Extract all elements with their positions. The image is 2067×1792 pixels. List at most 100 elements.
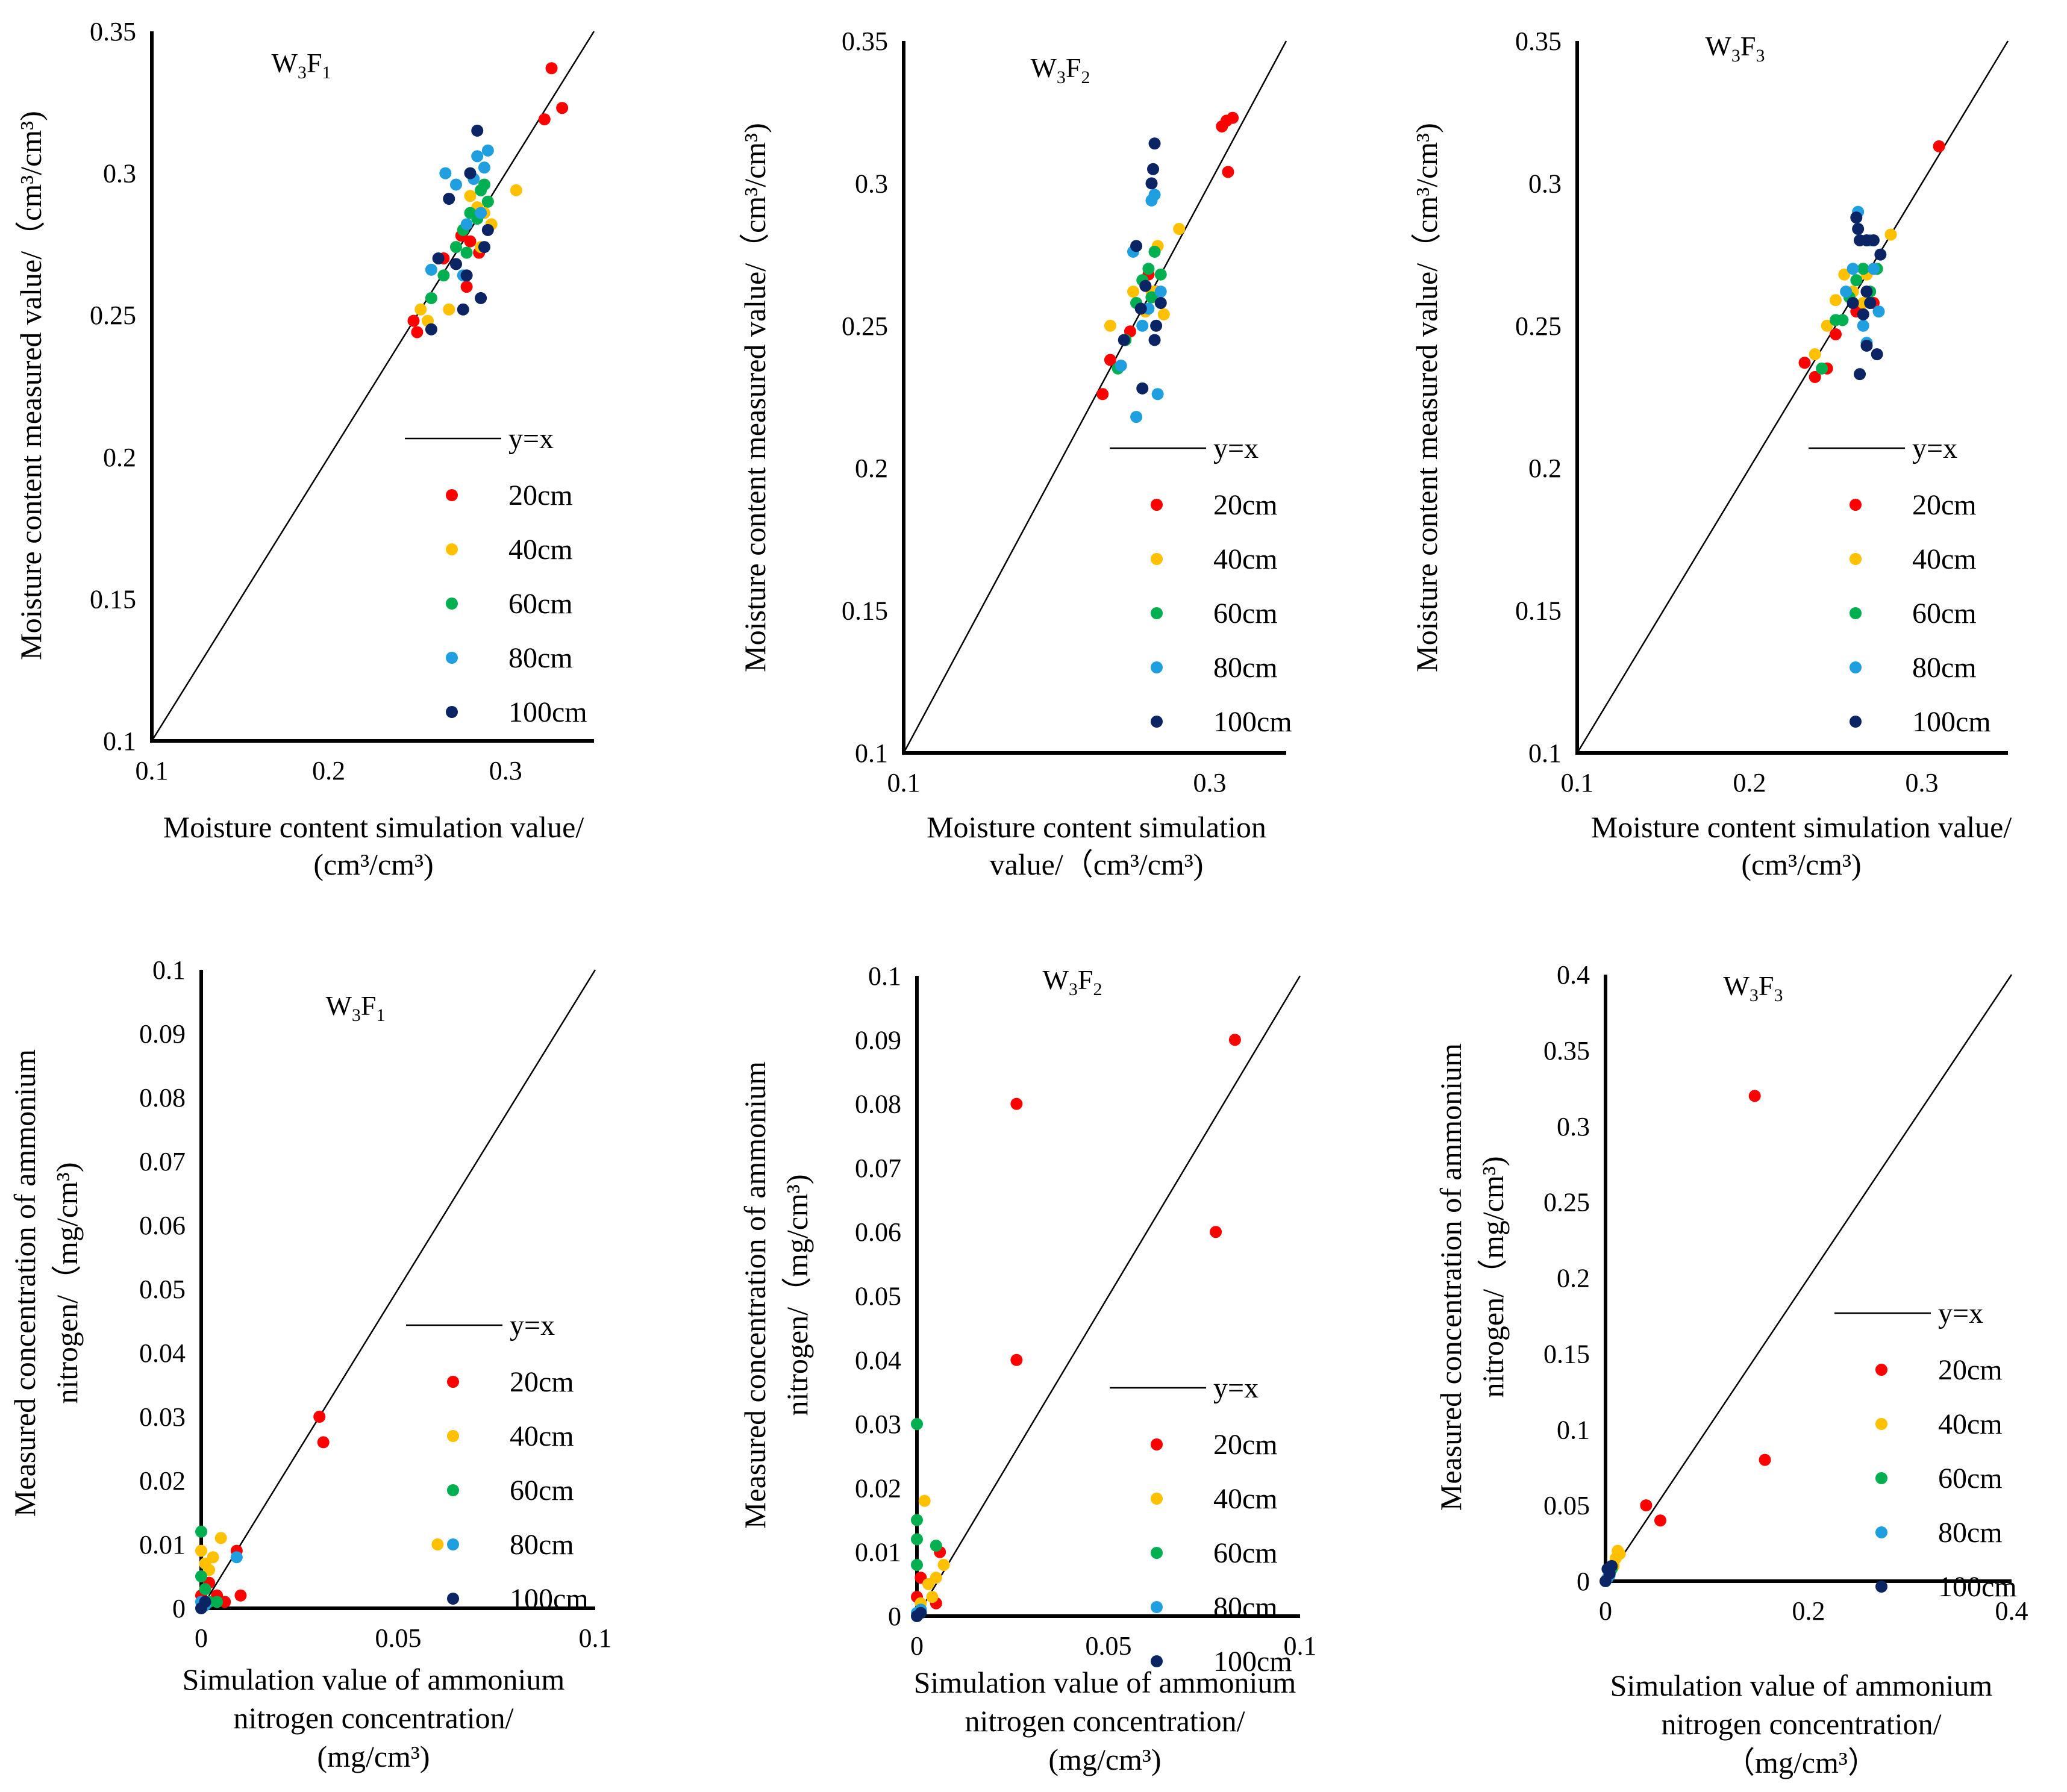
data-point bbox=[510, 184, 522, 196]
data-point bbox=[317, 1436, 330, 1449]
x-tick-label: 0 bbox=[195, 1623, 208, 1653]
legend-marker bbox=[1151, 499, 1163, 511]
data-point bbox=[1798, 357, 1811, 369]
data-point bbox=[1836, 314, 1849, 326]
series-100cm bbox=[911, 1606, 927, 1622]
legend-label: 80cm bbox=[508, 642, 573, 674]
legend-marker bbox=[1151, 1655, 1163, 1667]
y-tick-label: 0.07 bbox=[855, 1154, 901, 1183]
data-point bbox=[481, 195, 494, 208]
legend-marker bbox=[1151, 661, 1163, 673]
y-tick-label: 0.15 bbox=[1515, 596, 1562, 626]
y-tick-label: 0.35 bbox=[1515, 27, 1562, 56]
data-point bbox=[937, 1558, 950, 1571]
x-tick-label: 0.2 bbox=[1792, 1596, 1825, 1626]
legend-marker bbox=[1875, 1581, 1887, 1593]
series-100cm bbox=[1600, 1559, 1618, 1587]
x-tick-label: 0.2 bbox=[1733, 768, 1766, 798]
legend-label: y=x bbox=[510, 1310, 555, 1341]
data-point bbox=[425, 263, 437, 276]
x-axis-label: nitrogen concentration/ bbox=[965, 1704, 1245, 1738]
y-tick-label: 0.2 bbox=[103, 443, 136, 472]
y-axis-label: Moisture content measured value/（cm³/cm³… bbox=[14, 111, 48, 660]
series-20cm bbox=[1096, 111, 1239, 401]
data-point bbox=[1840, 286, 1853, 298]
legend-label: 100cm bbox=[1938, 1571, 2017, 1603]
data-point bbox=[1748, 1090, 1761, 1102]
legend-marker bbox=[446, 543, 458, 555]
data-point bbox=[1759, 1453, 1771, 1466]
legend-marker bbox=[1875, 1364, 1887, 1376]
data-point bbox=[1222, 166, 1234, 178]
y-axis-label-group: Measured concentration of ammonium nitrog… bbox=[738, 1061, 814, 1529]
data-point bbox=[478, 241, 490, 254]
data-point bbox=[1148, 245, 1161, 258]
legend-label: y=x bbox=[508, 423, 554, 455]
chart-panel-3: 0.1 0.15 0.2 0.25 0.3 0.35 0.1 0.2 0.3 W3F3 Moistu… bbox=[1410, 27, 2012, 881]
data-point bbox=[425, 292, 437, 304]
y-tick-label: 0.25 bbox=[842, 311, 888, 341]
y-tick-label: 0.04 bbox=[139, 1338, 186, 1368]
data-point bbox=[1104, 319, 1116, 332]
y-tick-label: 0.4 bbox=[1557, 960, 1590, 990]
data-point bbox=[1210, 1226, 1222, 1238]
data-point bbox=[1816, 362, 1828, 375]
legend-label: 20cm bbox=[1213, 1429, 1278, 1461]
legend-label: 60cm bbox=[1938, 1463, 2003, 1494]
legend-label: y=x bbox=[1912, 432, 1957, 464]
x-axis-label: nitrogen concentration/ bbox=[233, 1701, 513, 1735]
y-tick-label: 0.1 bbox=[103, 726, 136, 756]
data-point bbox=[1857, 308, 1869, 320]
data-point bbox=[407, 314, 420, 327]
legend-label: 40cm bbox=[510, 1420, 574, 1452]
data-point bbox=[1850, 211, 1863, 224]
data-point bbox=[471, 124, 484, 137]
legend-marker bbox=[1850, 499, 1862, 511]
data-point bbox=[926, 1591, 939, 1603]
y-tick-label: 0 bbox=[888, 1602, 901, 1631]
data-point bbox=[439, 167, 452, 180]
legend-label: 40cm bbox=[1938, 1408, 2003, 1440]
data-point bbox=[457, 303, 469, 316]
legend-label: 100cm bbox=[1912, 706, 1991, 738]
y-tick-label: 0.35 bbox=[842, 27, 888, 56]
data-point bbox=[1142, 263, 1155, 275]
y-axis-label: nitrogen/（mg/cm³) bbox=[50, 1162, 84, 1403]
data-point bbox=[1809, 370, 1821, 383]
chart-title: W3F3 bbox=[1723, 970, 1783, 1005]
legend-label: 80cm bbox=[1213, 1591, 1278, 1623]
legend-label: 60cm bbox=[1912, 598, 1977, 629]
series-100cm bbox=[425, 124, 494, 336]
data-point bbox=[478, 161, 490, 174]
legend-label: 80cm bbox=[1213, 652, 1278, 684]
x-tick-label: 0.05 bbox=[1086, 1631, 1132, 1661]
x-tick-label: 0.1 bbox=[1561, 768, 1594, 798]
data-point bbox=[1872, 305, 1885, 318]
y-tick-label: 0.03 bbox=[855, 1410, 901, 1439]
y-tick-label: 0.05 bbox=[139, 1275, 186, 1304]
y-axis-label: Measured concentration of ammonium bbox=[738, 1061, 772, 1529]
data-point bbox=[1136, 319, 1149, 332]
data-point bbox=[1115, 359, 1127, 372]
data-point bbox=[234, 1589, 247, 1602]
data-point bbox=[1127, 286, 1139, 298]
legend-label: 60cm bbox=[508, 588, 573, 620]
data-point bbox=[195, 1544, 207, 1557]
legend-marker bbox=[1151, 1438, 1163, 1450]
data-point bbox=[1148, 137, 1161, 150]
legend-marker bbox=[1875, 1472, 1887, 1484]
y-tick-label: 0.3 bbox=[1557, 1112, 1590, 1141]
data-point bbox=[1857, 263, 1869, 275]
data-point bbox=[1134, 302, 1147, 315]
legend: y=x 20cm 40cm 60cm 80cm 100cm bbox=[1110, 432, 1292, 738]
legend-label: 20cm bbox=[508, 479, 573, 511]
x-axis-label: Moisture content simulation bbox=[927, 810, 1266, 844]
legend-marker bbox=[1151, 1547, 1163, 1559]
data-point bbox=[1613, 1547, 1626, 1560]
data-point bbox=[431, 1538, 444, 1550]
data-point bbox=[1145, 177, 1158, 190]
data-point bbox=[1884, 228, 1897, 241]
data-point bbox=[556, 102, 569, 114]
legend-marker bbox=[1151, 1601, 1163, 1613]
x-tick-label: 0.3 bbox=[1906, 768, 1939, 798]
